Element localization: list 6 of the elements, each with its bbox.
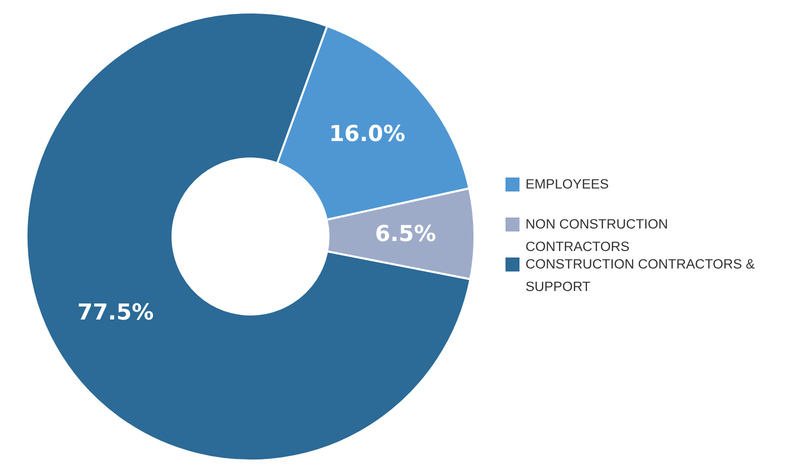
legend-label: EMPLOYEES — [526, 176, 609, 192]
data-label: 16.0% — [328, 122, 406, 147]
legend-label: CONSTRUCTION CONTRACTORS & SUPPORT — [526, 256, 755, 294]
legend-label: NON CONSTRUCTION CONTRACTORS — [526, 216, 668, 254]
data-label: 6.5% — [374, 222, 436, 248]
data-label: 77.5% — [77, 300, 154, 326]
